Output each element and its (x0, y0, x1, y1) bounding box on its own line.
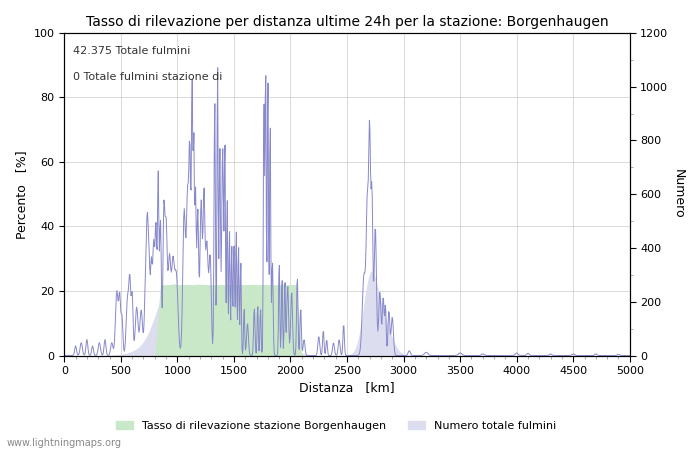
Text: www.lightningmaps.org: www.lightningmaps.org (7, 437, 122, 447)
Legend: Tasso di rilevazione stazione Borgenhaugen, Numero totale fulmini: Tasso di rilevazione stazione Borgenhaug… (112, 416, 560, 436)
X-axis label: Distanza   [km]: Distanza [km] (299, 382, 395, 395)
Y-axis label: Numero: Numero (672, 169, 685, 219)
Text: 42.375 Totale fulmini: 42.375 Totale fulmini (73, 46, 190, 56)
Text: 0 Totale fulmini stazione di: 0 Totale fulmini stazione di (73, 72, 222, 81)
Title: Tasso di rilevazione per distanza ultime 24h per la stazione: Borgenhaugen: Tasso di rilevazione per distanza ultime… (85, 15, 608, 29)
Y-axis label: Percento   [%]: Percento [%] (15, 150, 28, 238)
